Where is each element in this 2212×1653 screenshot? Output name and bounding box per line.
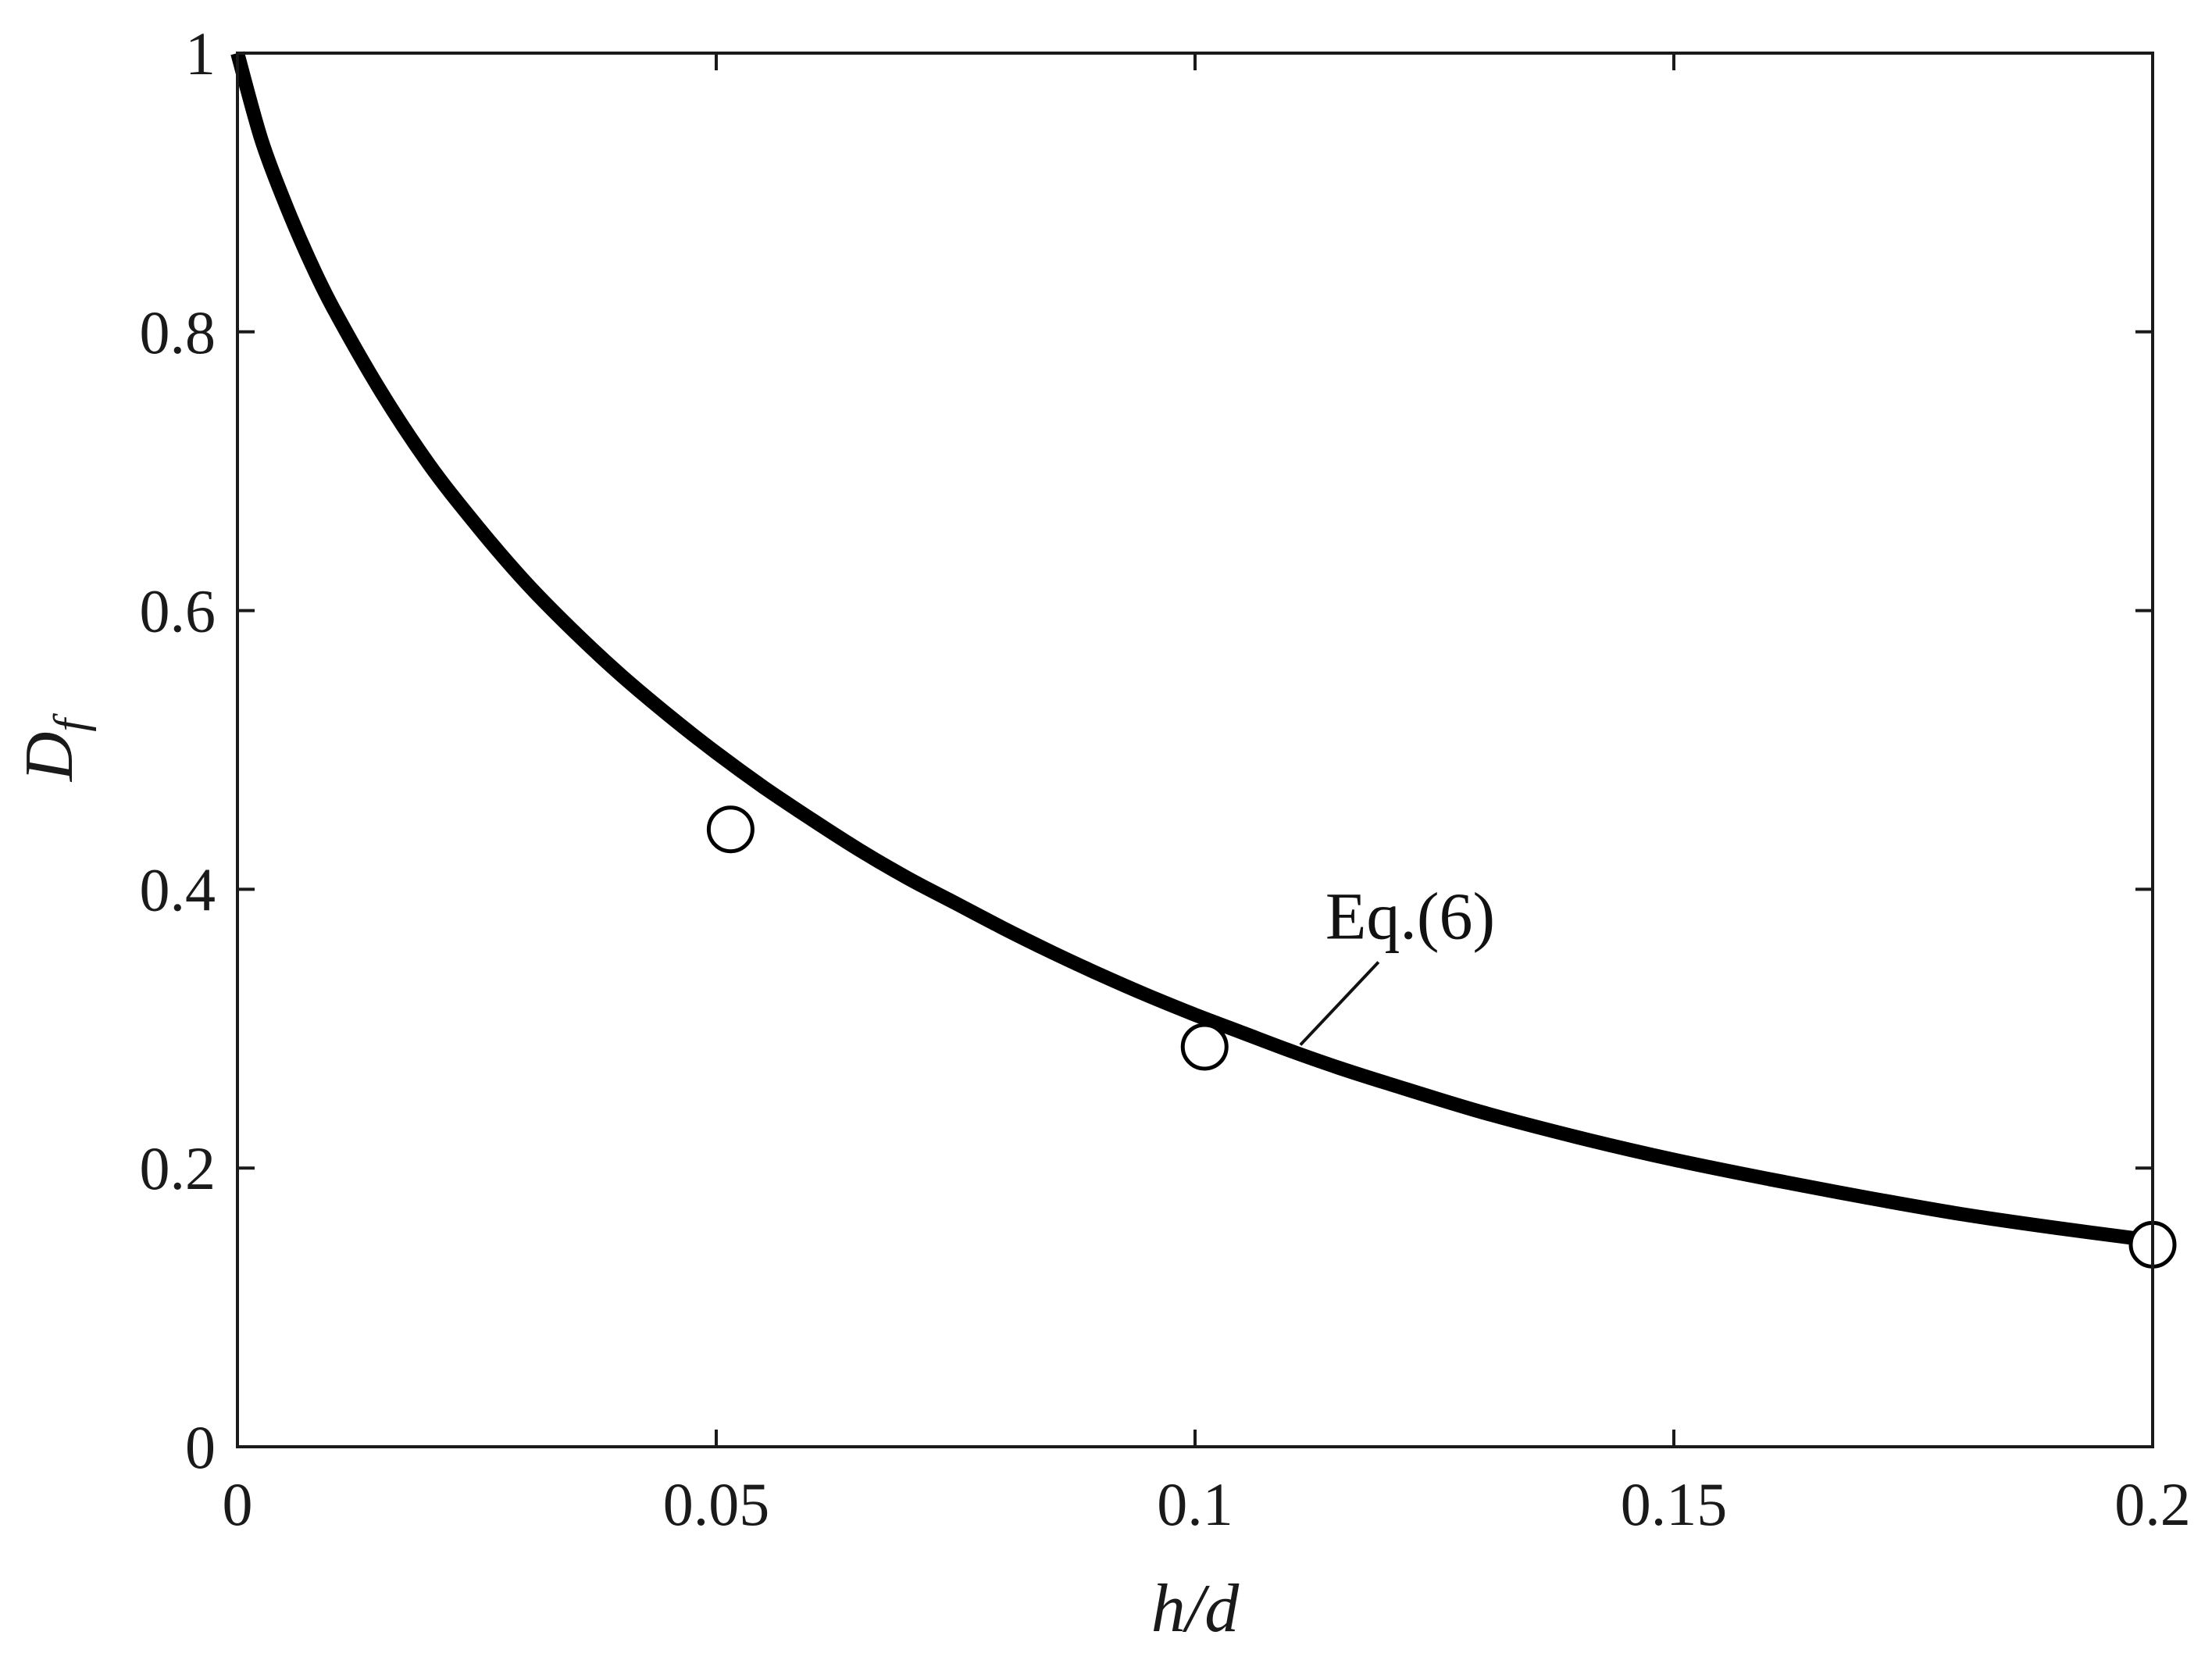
x-tick-label: 0.2 [2114,1470,2191,1538]
curve-layer [230,51,2154,1248]
data-point [706,805,755,854]
eq6-curve [230,51,2154,1248]
y-tick-label: 0.2 [140,1134,216,1202]
annotation-leader-line [1299,961,1380,1046]
data-point [1180,1023,1229,1071]
y-tick-label: 1 [185,20,216,87]
tick-labels: 0 0.05 0.1 0.15 0.2 0 0.2 0.4 0.6 0.8 1 [140,20,2191,1538]
y-tick-label: 0.4 [140,855,216,923]
x-tick-label: 0.1 [1157,1470,1233,1538]
y-tick-label: 0.8 [140,298,216,366]
x-tick-label: 0.15 [1621,1470,1728,1538]
annotation-layer: Eq.(6) [1299,879,1495,1046]
x-axis-label: h/d [1151,1571,1240,1647]
y-tick-label: 0 [185,1413,216,1481]
x-tick-label: 0.05 [663,1470,770,1538]
y-tick-label: 0.6 [140,577,216,645]
plot-frame [236,52,2154,1448]
x-tick-label: 0 [223,1470,253,1538]
annotation-eq6: Eq.(6) [1325,879,1495,954]
y-axis-label-main: D [12,732,87,783]
